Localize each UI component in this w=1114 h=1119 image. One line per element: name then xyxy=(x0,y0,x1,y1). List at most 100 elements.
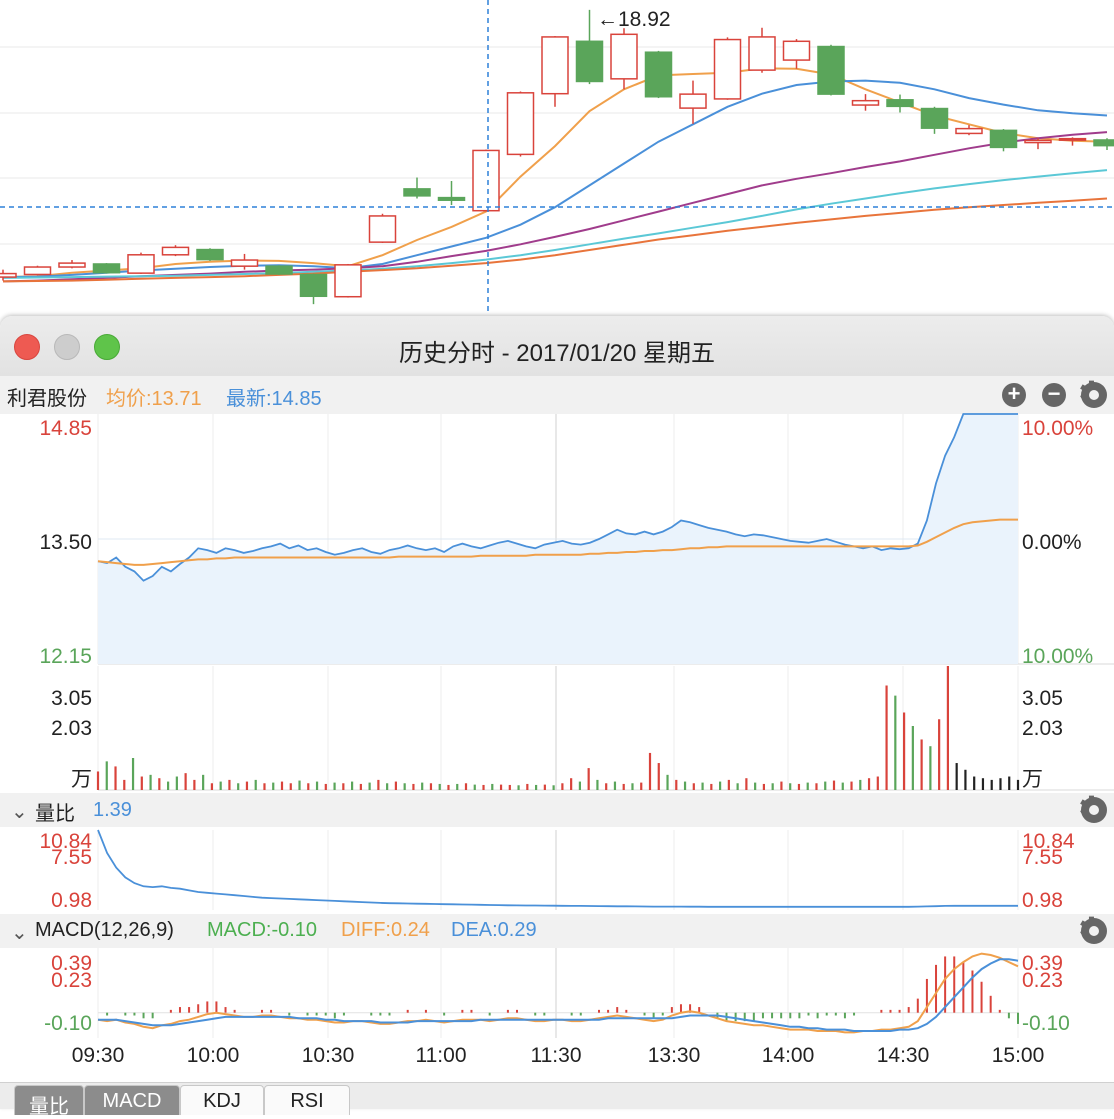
dea-value: DEA:0.29 xyxy=(451,919,537,941)
candlestick[interactable] xyxy=(196,248,224,261)
chevron-down-icon[interactable]: ⌄ xyxy=(11,801,28,823)
macd-value: MACD:-0.10 xyxy=(207,919,318,941)
candlestick[interactable] xyxy=(817,44,845,96)
candlestick[interactable] xyxy=(955,125,983,136)
diff-line xyxy=(97,952,1019,1034)
y-unit-label: 万 xyxy=(71,768,92,791)
candlestick[interactable] xyxy=(748,27,776,73)
candlestick[interactable] xyxy=(0,269,17,281)
average-price-line xyxy=(97,518,1018,566)
x-tick-label: 11:00 xyxy=(416,1044,467,1067)
tab-volume-ratio[interactable]: 量比 xyxy=(14,1085,84,1118)
high-price-annotation: ←18.92 xyxy=(597,8,671,31)
candlestick[interactable] xyxy=(368,213,397,244)
y-right-unit-label: 万 xyxy=(1022,768,1043,791)
candlestick[interactable] xyxy=(782,39,811,69)
x-tick-label: 14:00 xyxy=(762,1044,815,1067)
tab-kdj[interactable]: KDJ xyxy=(180,1085,264,1115)
candlestick[interactable] xyxy=(886,94,914,113)
candlestick[interactable] xyxy=(644,50,673,99)
candlestick[interactable] xyxy=(989,129,1018,152)
candlestick[interactable] xyxy=(575,9,604,85)
gear-icon[interactable] xyxy=(1078,374,1107,412)
intraday-charts: 14.85 13.50 12.15 10.00% 0.00% 10.00% 3.05 2.0… xyxy=(39,413,1114,1067)
window-title: 历史分时 - 2017/01/20 星期五 xyxy=(398,340,716,367)
candlestick[interactable] xyxy=(265,265,293,275)
volume-ratio-line xyxy=(97,829,1018,908)
candlestick[interactable] xyxy=(230,253,259,270)
tab-rsi[interactable]: RSI xyxy=(264,1085,350,1115)
gear-icon[interactable] xyxy=(1078,910,1107,948)
macd-header: ⌄ MACD(12,26,9) MACD:-0.10 DIFF:0.24 DEA… xyxy=(0,910,1114,948)
candlestick[interactable] xyxy=(610,28,638,90)
y-tick-label: 13.50 xyxy=(39,531,92,554)
y-right-tick-label: 0.00% xyxy=(1022,531,1082,554)
candlestick[interactable] xyxy=(541,36,569,107)
time-axis: 09:30 10:00 10:30 11:00 11:30 13:30 14:00 14:30… xyxy=(72,1044,1045,1067)
y-right-tick-label: 0.39 xyxy=(1022,952,1063,975)
candlestick[interactable] xyxy=(403,177,431,199)
moving-average-line xyxy=(2,169,1108,279)
moving-average-line xyxy=(2,79,1108,279)
y-tick-label: 0.98 xyxy=(51,889,92,912)
tab-macd[interactable]: MACD xyxy=(84,1085,180,1115)
y-tick-label: 0.23 xyxy=(51,969,92,992)
dea-line xyxy=(98,958,1019,1032)
maximize-window-button[interactable] xyxy=(94,334,120,360)
x-tick-label: 10:30 xyxy=(302,1044,355,1067)
volume-ratio-value: 1.39 xyxy=(93,799,132,821)
volume-ratio-title: 量比 xyxy=(35,803,75,825)
candlestick[interactable] xyxy=(92,263,121,274)
minimize-window-button[interactable] xyxy=(54,334,80,360)
candlestick[interactable] xyxy=(127,252,155,275)
candlestick[interactable] xyxy=(506,91,535,157)
macd-chart: 0.390.23-0.100.390.23-0.10 xyxy=(44,948,1070,1038)
y-right-tick-label: 0.23 xyxy=(1022,969,1063,992)
close-window-button[interactable] xyxy=(14,334,40,360)
candlestick[interactable] xyxy=(472,149,500,212)
candlestick[interactable] xyxy=(299,273,328,305)
x-tick-label: 09:30 xyxy=(72,1044,125,1067)
candlestick[interactable] xyxy=(58,260,86,269)
x-tick-label: 15:00 xyxy=(992,1044,1045,1067)
x-tick-label: 11:30 xyxy=(531,1044,582,1067)
y-tick-label: 2.03 xyxy=(51,717,92,740)
y-right-tick-label: -0.10 xyxy=(1022,1012,1070,1035)
price-line xyxy=(97,413,1018,582)
candlestick[interactable] xyxy=(23,265,52,276)
candlestick[interactable] xyxy=(1058,137,1087,146)
y-right-tick-label: 2.03 xyxy=(1022,717,1063,740)
candlestick[interactable] xyxy=(851,94,880,111)
volume-chart: 3.05 2.03 万 3.05 2.03 万 xyxy=(51,666,1114,791)
candlestick[interactable] xyxy=(161,245,190,257)
candlestick[interactable] xyxy=(437,181,466,206)
candlestick[interactable] xyxy=(713,37,742,100)
y-right-tick-label: 10.00% xyxy=(1022,645,1093,668)
moving-average-line xyxy=(2,131,1108,283)
chevron-down-icon[interactable]: ⌄ xyxy=(11,922,28,944)
candlestick[interactable] xyxy=(1093,138,1114,151)
y-tick-label: -0.10 xyxy=(44,1012,92,1035)
window-titlebar[interactable]: 历史分时 - 2017/01/20 星期五 xyxy=(0,316,1114,377)
candlestick[interactable] xyxy=(920,106,949,134)
gear-icon[interactable] xyxy=(1078,789,1107,827)
y-right-tick-label: 0.98 xyxy=(1022,889,1063,912)
candlestick-chart[interactable]: ←18.92 xyxy=(0,0,1114,312)
zoom-out-button[interactable]: − xyxy=(1042,383,1066,407)
x-tick-label: 14:30 xyxy=(877,1044,930,1067)
y-tick-label: 10.84 xyxy=(39,830,92,853)
diff-value: DIFF:0.24 xyxy=(341,919,430,941)
zoom-in-button[interactable]: + xyxy=(1002,383,1026,407)
x-tick-label: 10:00 xyxy=(187,1044,240,1067)
history-intraday-window[interactable]: 历史分时 - 2017/01/20 星期五 利君股份 均价:13.71 最新:1… xyxy=(0,316,1114,1108)
y-tick-label: 14.85 xyxy=(39,417,92,440)
candlestick[interactable] xyxy=(334,263,362,298)
candlestick[interactable] xyxy=(1024,138,1052,150)
intraday-header: 利君股份 均价:13.71 最新:14.85 + − xyxy=(0,374,1114,414)
y-right-tick-label: 3.05 xyxy=(1022,687,1063,710)
latest-price-label: 最新:14.85 xyxy=(226,388,322,410)
indicator-tabs: 量比 MACD KDJ RSI xyxy=(0,1082,1114,1118)
candlestick[interactable] xyxy=(679,80,707,124)
price-chart: 14.85 13.50 12.15 10.00% 0.00% 10.00% xyxy=(39,413,1114,668)
